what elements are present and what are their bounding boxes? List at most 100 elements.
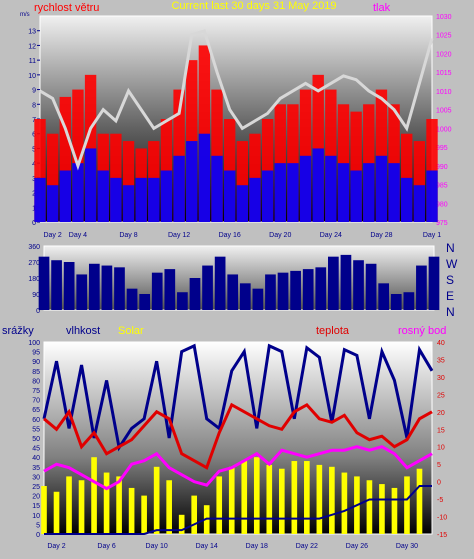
solar-bar [291, 461, 298, 534]
wind_speed-bar [299, 155, 312, 222]
direction-mark [63, 262, 75, 310]
wind_speed-bar [401, 177, 413, 222]
left-tick-label: 5 [32, 146, 36, 153]
direction-mark [227, 274, 239, 310]
weather-right-tick-label: 5 [437, 462, 441, 469]
gust-bar [375, 89, 388, 222]
weather-right-tick-label: 40 [437, 340, 445, 347]
gust-bar [173, 89, 185, 222]
right-tick-label: 975 [436, 220, 448, 227]
temperature-series-line [43, 402, 433, 470]
weather-x-tick-label: Day 2 [47, 543, 65, 550]
weather-left-tick-label: 80 [32, 378, 40, 385]
direction-mark [189, 278, 201, 310]
wind_speed-bar [337, 163, 350, 222]
gust-bar [84, 74, 97, 222]
x-tick-label: Day 1 [423, 232, 441, 239]
gust-bar [122, 141, 135, 222]
chart-title: Current last 30 days 31 May 2019 [171, 0, 336, 12]
direction-mark [302, 269, 314, 310]
weather-x-tick-label: Day 10 [146, 543, 168, 550]
solar-bar [341, 472, 348, 534]
wind_speed-bar [198, 133, 211, 222]
rain-series-line [44, 485, 432, 535]
solar-bar [366, 480, 373, 534]
left-tick-label: 9 [32, 88, 36, 95]
weather-right-tick-label: 30 [437, 375, 445, 382]
wind_speed-bar [173, 155, 185, 222]
direction-mark [151, 272, 163, 310]
solar-bar [116, 476, 122, 534]
solar-bar [266, 464, 273, 534]
wind_speed-bar [388, 163, 400, 222]
wind_speed-bar [426, 170, 438, 222]
weather-left-tick-label: 50 [32, 436, 40, 443]
direction-tick-label: 270 [28, 260, 40, 267]
wind_speed-bar [135, 177, 147, 222]
wind_speed-bar [59, 170, 71, 222]
weather-right-tick-label: 35 [437, 357, 445, 364]
weather-left-tick-label: 55 [32, 426, 40, 433]
solar-bar [278, 468, 285, 534]
x-tick-label: Day 2 [43, 232, 61, 239]
solar-bar [316, 464, 323, 534]
right-tick-label: 1015 [436, 70, 452, 77]
wind-unit-label: m/s [20, 12, 30, 18]
gust-bar [350, 111, 362, 222]
right-tick-label: 1010 [436, 89, 452, 96]
wind_speed-bar [110, 177, 122, 222]
weather-left-tick-label: 90 [32, 359, 40, 366]
wind_speed-bar [325, 155, 337, 222]
solar-bar [304, 461, 310, 534]
right-tick-label: 1000 [436, 126, 452, 133]
gust-bar [211, 89, 223, 222]
solar-bar [53, 491, 60, 534]
compass-letter: W [446, 257, 458, 271]
weather-left-tick-label: 40 [32, 455, 40, 462]
weather-right-tick-label: 0 [437, 480, 441, 487]
direction-mark [353, 260, 364, 310]
direction-mark [416, 265, 427, 310]
solar-bar [91, 457, 97, 534]
left-tick-label: 6 [32, 132, 36, 139]
x-tick-label: Day 12 [168, 232, 190, 239]
wind_speed-bar [72, 163, 84, 222]
direction-tick-label: 360 [28, 244, 40, 251]
pressure-label: tlak [373, 2, 391, 14]
left-tick-label: 10 [28, 73, 36, 80]
pressure-series-line [39, 29, 434, 171]
weather-right-tick-label: 10 [437, 445, 445, 452]
x-tick-label: Day 8 [119, 232, 137, 239]
weather-left-tick-label: 45 [32, 446, 40, 453]
left-tick-label: 1 [32, 205, 36, 212]
right-tick-label: 995 [436, 145, 448, 152]
direction-tick-label: 180 [28, 276, 40, 283]
weather-x-tick-label: Day 22 [296, 543, 318, 550]
wind_speed-bar [363, 163, 375, 222]
left-tick-label: 4 [32, 161, 36, 168]
weather-left-tick-label: 85 [32, 369, 40, 376]
gust-bar [34, 119, 46, 222]
wind_speed-bar [34, 177, 46, 222]
direction-mark [164, 269, 176, 310]
solar-label: Solar [118, 325, 144, 337]
direction-mark [328, 256, 339, 310]
wind_speed-bar [375, 155, 388, 222]
right-tick-label: 1025 [436, 33, 452, 40]
solar-bar [141, 495, 147, 534]
weather-left-tick-label: 5 [36, 522, 40, 529]
left-tick-label: 11 [29, 58, 36, 65]
weather-x-tick-label: Day 30 [396, 543, 418, 550]
weather-x-tick-label: Day 14 [196, 543, 218, 550]
right-tick-label: 1030 [436, 14, 452, 21]
solar-bar [241, 461, 248, 534]
gust-bar [46, 133, 59, 222]
x-tick-label: Day 28 [370, 232, 392, 239]
weather-left-tick-label: 10 [32, 513, 40, 520]
left-tick-label: 2 [32, 191, 36, 198]
weather-left-tick-label: 65 [32, 407, 40, 414]
solar-bar [253, 457, 260, 534]
direction-mark [51, 260, 62, 310]
direction-tick-label: 0 [36, 308, 40, 315]
